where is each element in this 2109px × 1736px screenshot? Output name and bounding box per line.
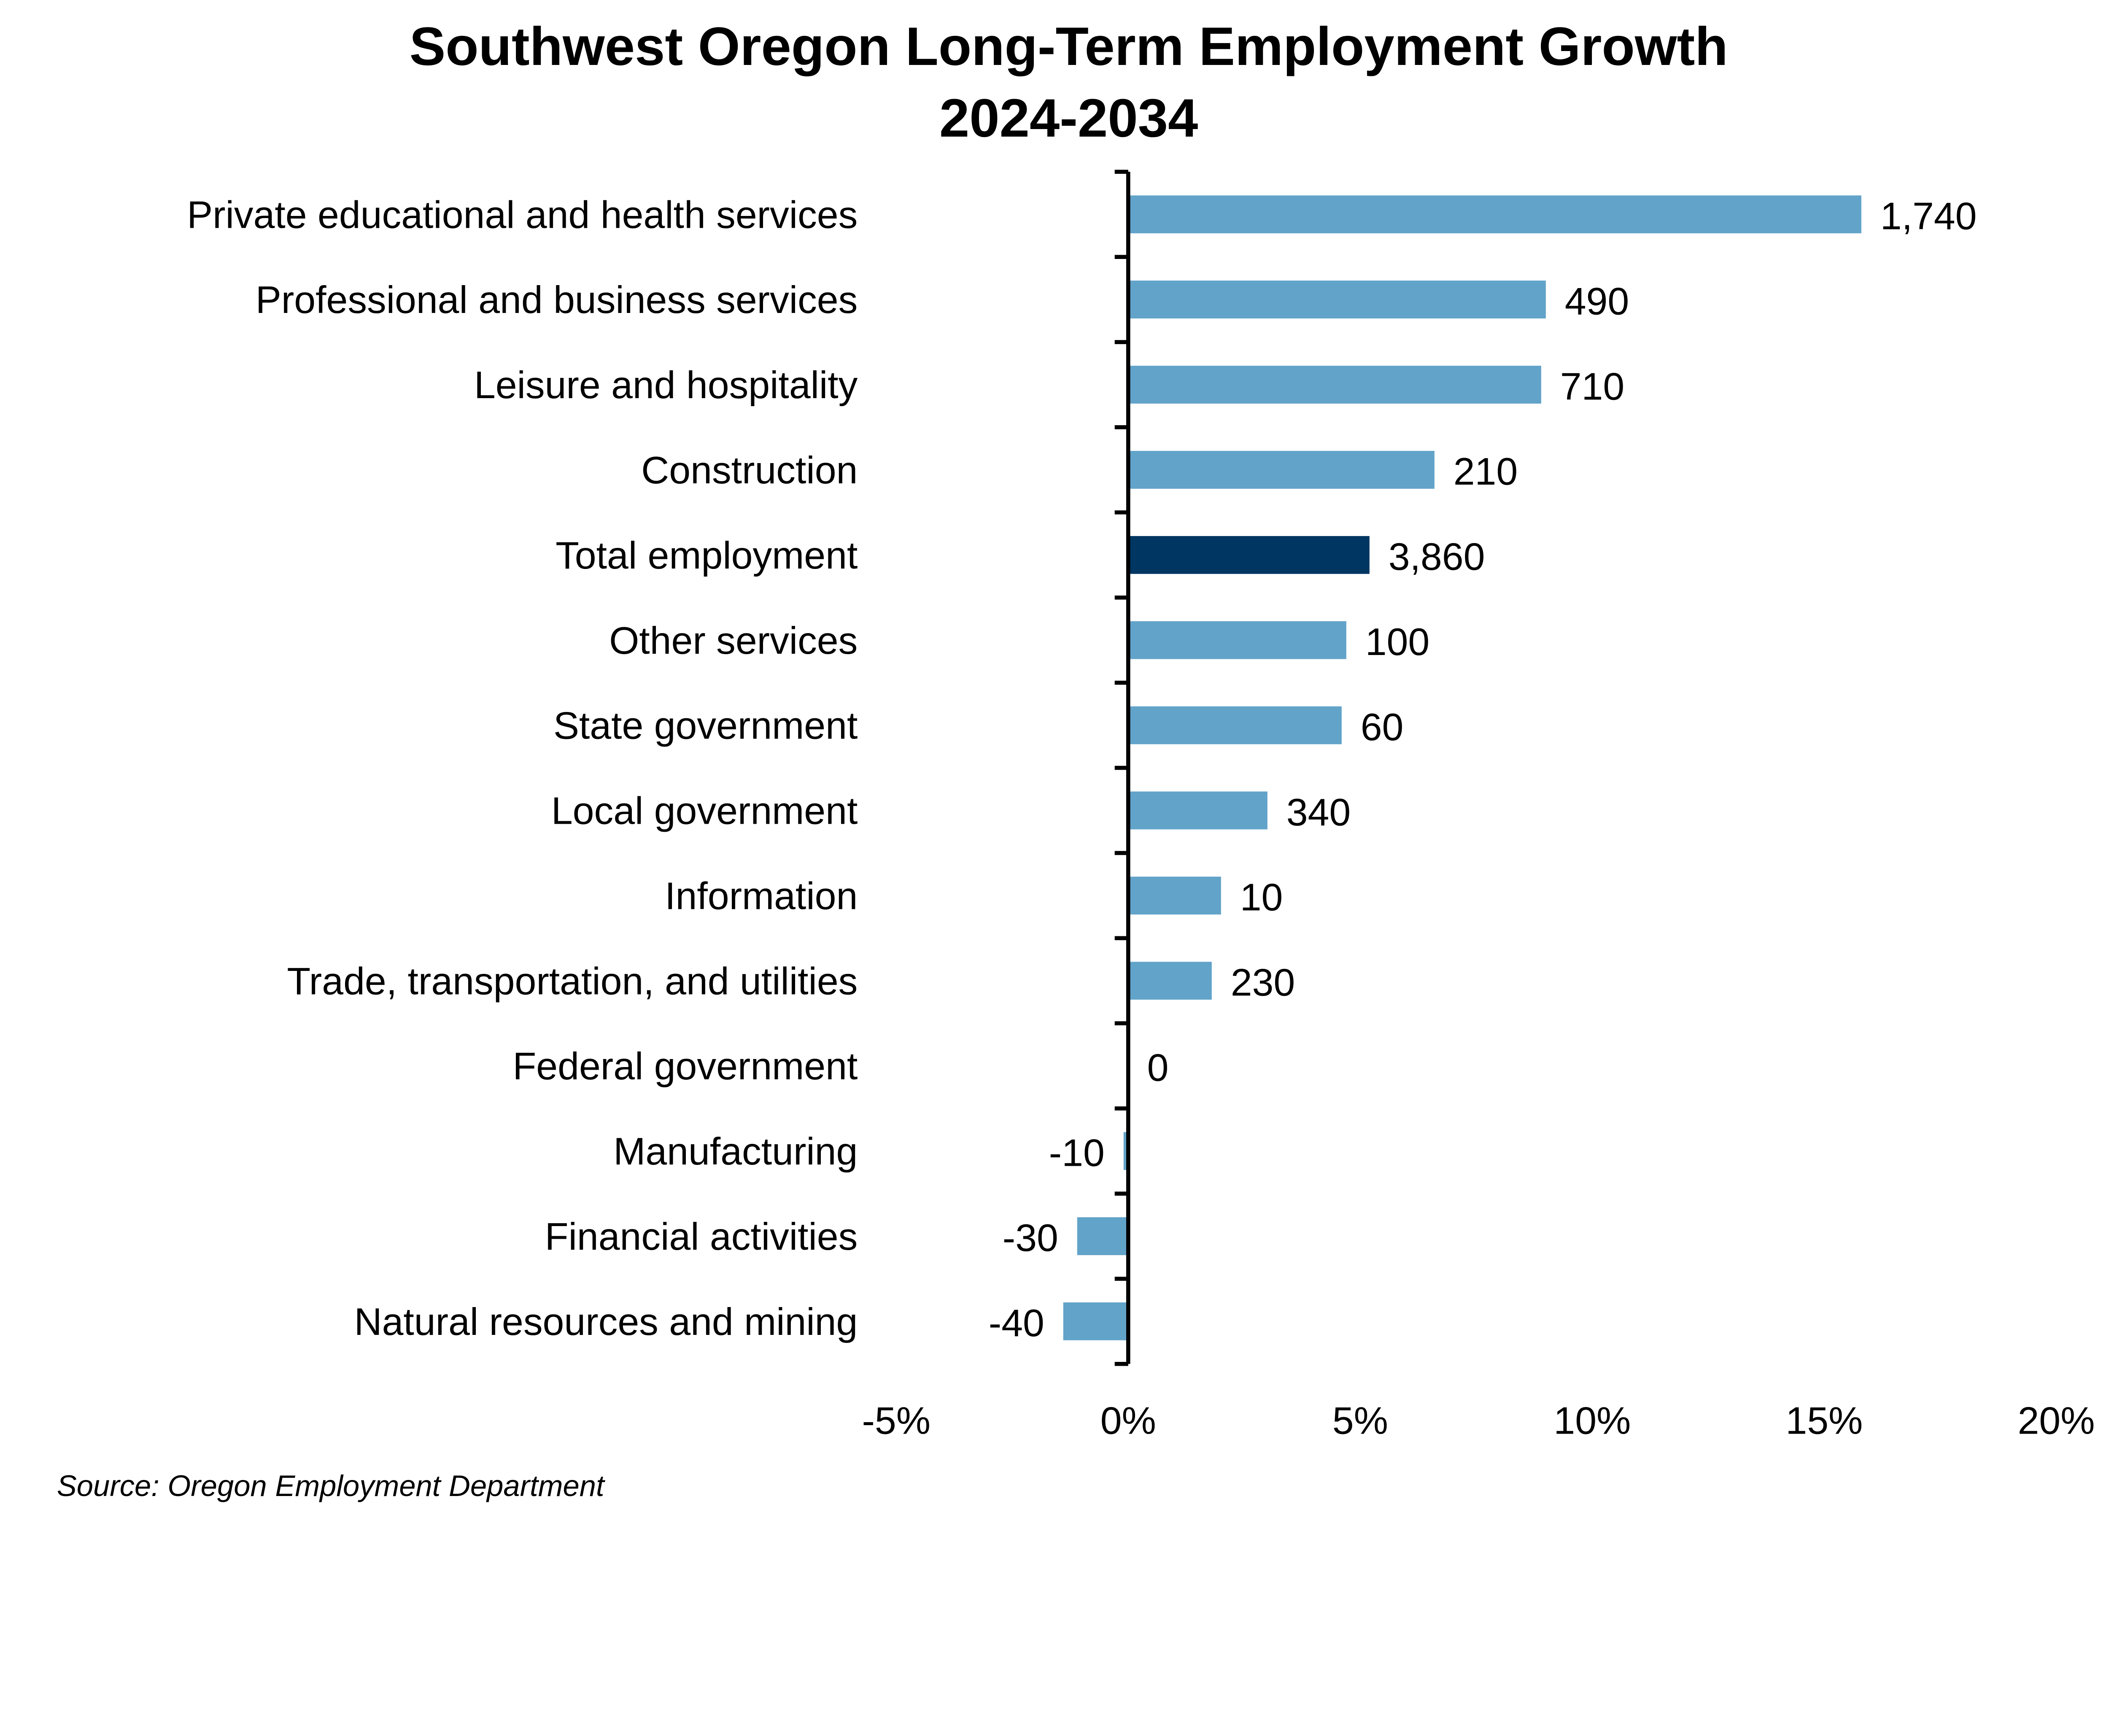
- category-label: Local government: [551, 790, 858, 833]
- data-label: 230: [1231, 961, 1295, 1004]
- data-label: 10: [1240, 876, 1283, 919]
- category-label: Construction: [641, 449, 858, 492]
- category-label: Manufacturing: [613, 1130, 858, 1173]
- category-label: Total employment: [556, 534, 858, 577]
- chart-title: Southwest Oregon Long-Term Employment Gr…: [410, 16, 1728, 77]
- bar: [1128, 621, 1346, 659]
- category-label: Private educational and health services: [187, 193, 858, 236]
- category-label: Leisure and hospitality: [474, 364, 858, 407]
- bar: [1063, 1302, 1128, 1340]
- bar: [1123, 1132, 1128, 1170]
- data-label: 490: [1565, 280, 1629, 323]
- category-label: Natural resources and mining: [354, 1300, 858, 1343]
- data-label: 210: [1454, 450, 1518, 493]
- category-label: Professional and business services: [256, 278, 858, 321]
- data-label: 1,740: [1880, 195, 1977, 238]
- bar: [1128, 451, 1435, 489]
- category-label: State government: [553, 704, 858, 747]
- x-tick-label: -5%: [862, 1399, 930, 1442]
- category-label: Financial activities: [545, 1215, 858, 1258]
- bar: [1077, 1217, 1128, 1255]
- x-tick-label: 20%: [2017, 1399, 2095, 1442]
- bar: [1128, 366, 1541, 404]
- category-label: Trade, transportation, and utilities: [287, 960, 858, 1003]
- data-label: 3,860: [1389, 535, 1485, 578]
- bar: [1128, 195, 1861, 234]
- bar: [1128, 280, 1546, 319]
- data-label: -40: [989, 1302, 1044, 1345]
- bar: [1128, 791, 1268, 830]
- source-note: Source: Oregon Employment Department: [57, 1469, 606, 1502]
- x-tick-label: 5%: [1332, 1399, 1388, 1442]
- employment-growth-chart: Southwest Oregon Long-Term Employment Gr…: [57, 16, 2095, 1502]
- data-label: -10: [1049, 1131, 1105, 1174]
- category-label: Information: [665, 874, 858, 917]
- data-label: 710: [1560, 365, 1624, 408]
- category-label: Other services: [609, 619, 858, 662]
- bar: [1128, 876, 1221, 915]
- category-label: Federal government: [512, 1045, 858, 1088]
- data-label: 0: [1147, 1046, 1169, 1089]
- data-label: 340: [1286, 791, 1351, 834]
- bar: [1128, 536, 1370, 574]
- x-tick-label: 0%: [1100, 1399, 1156, 1442]
- bar: [1128, 962, 1212, 1000]
- data-label: 60: [1361, 706, 1404, 749]
- x-tick-label: 10%: [1553, 1399, 1631, 1442]
- x-tick-label: 15%: [1785, 1399, 1863, 1442]
- bar: [1128, 706, 1342, 744]
- chart-subtitle: 2024-2034: [939, 88, 1198, 148]
- data-label: 100: [1365, 620, 1429, 663]
- data-label: -30: [1003, 1216, 1058, 1259]
